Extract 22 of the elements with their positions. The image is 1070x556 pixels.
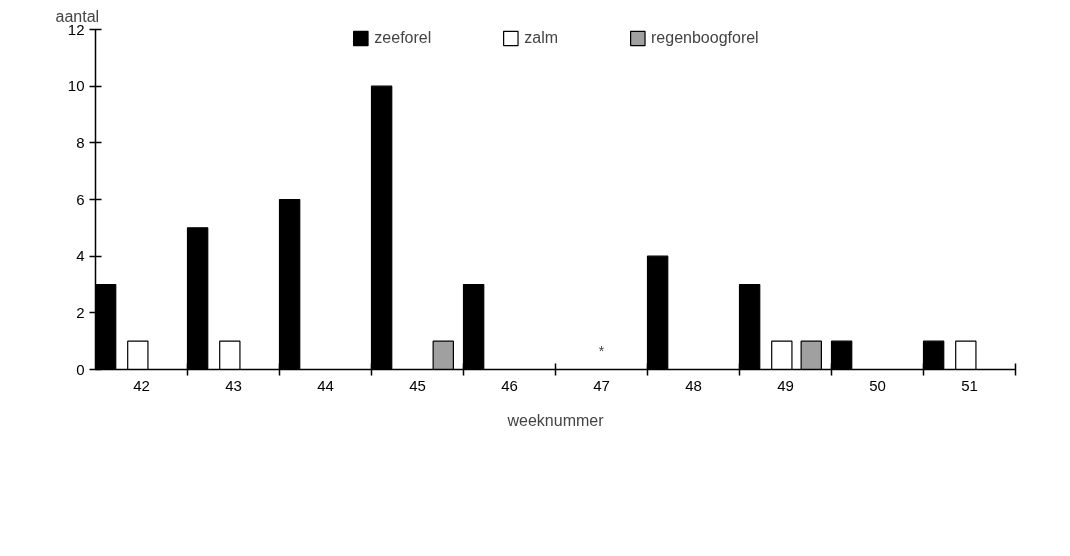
x-tick-label: 48 xyxy=(685,376,702,394)
y-tick-label: 6 xyxy=(76,190,85,208)
x-tick-label: 46 xyxy=(501,376,518,394)
legend-label: regenboogforel xyxy=(651,29,759,47)
x-tick-label: 49 xyxy=(777,376,794,394)
legend-label: zalm xyxy=(524,29,559,47)
y-tick-label: 8 xyxy=(76,133,85,151)
annotation: * xyxy=(598,342,605,359)
x-axis-title: weeknummer xyxy=(506,411,605,429)
x-tick-label: 50 xyxy=(869,376,886,394)
y-tick-label: 0 xyxy=(76,360,85,378)
y-tick-label: 2 xyxy=(76,303,85,321)
x-tick-label: 47 xyxy=(593,376,610,394)
y-axis-title: aantal xyxy=(55,7,100,25)
x-tick-label: 51 xyxy=(961,376,978,394)
x-tick-label: 42 xyxy=(133,376,150,394)
y-tick-label: 10 xyxy=(67,77,85,95)
y-tick-label: 4 xyxy=(76,247,85,265)
legend-label: zeeforel xyxy=(374,29,432,47)
x-tick-label: 43 xyxy=(225,376,242,394)
x-tick-label: 44 xyxy=(317,376,334,394)
x-tick-label: 45 xyxy=(409,376,426,394)
